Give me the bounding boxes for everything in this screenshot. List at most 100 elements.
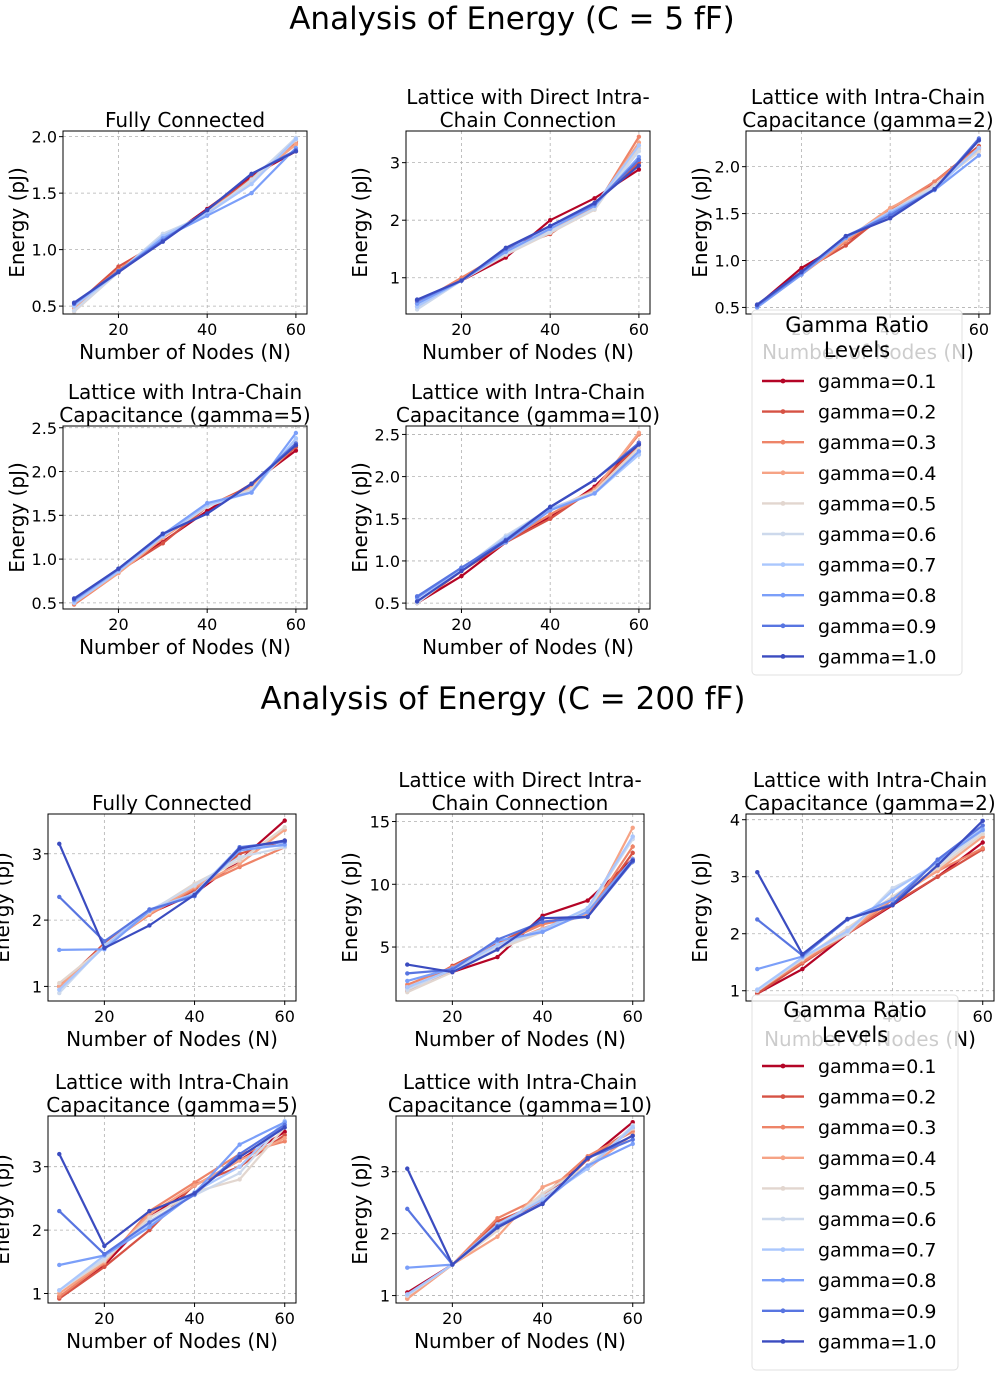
legend-box <box>751 994 959 1371</box>
data-point <box>630 1137 635 1142</box>
data-point <box>800 966 805 972</box>
data-point <box>405 971 410 976</box>
legend-marker <box>780 1063 786 1069</box>
x-tick-label: 60 <box>286 615 306 634</box>
data-point <box>57 1291 62 1296</box>
legend-entry-label: gamma=0.6 <box>818 524 937 546</box>
y-axis-label: Energy (pJ) <box>688 167 712 278</box>
data-point <box>755 987 760 992</box>
data-point <box>147 1220 152 1225</box>
legend-entry-label: gamma=0.8 <box>818 585 937 607</box>
legend-marker <box>780 562 786 567</box>
data-point <box>636 163 642 168</box>
y-tick-label: 1 <box>390 269 400 288</box>
data-point <box>282 838 287 843</box>
series-line-gamma-8 <box>407 858 634 982</box>
data-point <box>630 1119 635 1125</box>
legend-entry-label: gamma=0.4 <box>818 463 937 485</box>
data-point <box>249 481 254 486</box>
x-tick-label: 20 <box>442 1007 462 1026</box>
series-line-gamma-3 <box>756 847 984 992</box>
data-point <box>160 531 166 536</box>
data-point <box>592 200 597 206</box>
x-tick-label: 20 <box>108 320 128 339</box>
data-point <box>630 834 635 839</box>
data-point <box>636 449 642 454</box>
legend-title: Levels <box>824 338 890 362</box>
y-tick-label: 0.5 <box>32 594 57 613</box>
y-tick-label: 1.5 <box>715 205 740 224</box>
panel-3: 20 40 60 0.5 1.0 1.5 2.0 2.5 Number of Nodes (N)… <box>5 380 311 659</box>
y-tick-label: 1 <box>730 982 740 1001</box>
series-line-gamma-10 <box>407 859 634 974</box>
legend-title: Gamma Ratio <box>785 313 929 337</box>
data-point <box>249 181 254 187</box>
data-point <box>495 942 500 947</box>
data-point <box>800 952 805 957</box>
series-line-gamma-9 <box>416 159 640 302</box>
legend-box <box>751 309 963 676</box>
data-point <box>450 1262 455 1267</box>
y-tick-label: 4 <box>730 811 740 830</box>
y-tick-label: 5 <box>380 938 390 957</box>
legend-marker <box>780 531 786 537</box>
data-point <box>890 897 895 902</box>
panel-title: Capacitance (gamma=2) <box>742 108 993 132</box>
data-point <box>547 508 553 513</box>
data-point <box>293 142 299 147</box>
y-tick-label: 1.5 <box>375 510 400 529</box>
series-line-gamma-5 <box>406 836 634 994</box>
data-point <box>540 1185 545 1190</box>
data-point <box>57 841 62 847</box>
data-point <box>147 1215 152 1220</box>
data-point <box>630 1133 635 1139</box>
y-axis-label: Energy (pJ) <box>0 1154 14 1265</box>
data-point <box>237 864 242 870</box>
x-tick-label: 40 <box>184 1007 204 1026</box>
x-tick-label: 40 <box>532 1309 552 1328</box>
panel-title: Capacitance (gamma=10) <box>388 1093 652 1117</box>
x-axis-label: Number of Nodes (N) <box>79 635 291 659</box>
data-point <box>57 1262 62 1268</box>
series-line-gamma-9 <box>416 442 640 598</box>
data-point <box>459 573 464 579</box>
data-point <box>192 1191 197 1196</box>
y-tick-label: 1.0 <box>32 550 57 569</box>
data-point <box>57 947 62 953</box>
legend-marker <box>780 1277 786 1283</box>
data-point <box>547 223 553 229</box>
data-point <box>282 1125 287 1130</box>
y-axis-label: Energy (pJ) <box>348 462 372 573</box>
panel-title: Lattice with Intra-Chain <box>751 85 985 109</box>
data-point <box>405 984 410 990</box>
data-point <box>57 1294 62 1299</box>
data-point <box>249 190 254 196</box>
x-axis-label: Number of Nodes (N) <box>422 340 634 364</box>
data-point <box>204 511 210 516</box>
data-point <box>147 923 152 928</box>
series-line-gamma-10 <box>73 444 297 600</box>
data-point <box>636 430 642 435</box>
legend-entry-label: gamma=0.5 <box>818 493 937 515</box>
data-point <box>503 538 509 543</box>
data-point <box>547 516 553 521</box>
legend-entry-label: gamma=0.5 <box>818 1178 937 1200</box>
data-point <box>293 149 299 154</box>
panel-title: Lattice with Intra-Chain <box>753 768 987 792</box>
data-point <box>935 857 940 862</box>
data-point <box>843 233 849 239</box>
series-line-gamma-6 <box>406 838 634 991</box>
series-line-gamma-10 <box>406 1134 634 1266</box>
series-line-gamma-10 <box>58 1126 286 1248</box>
legend-entry-label: gamma=0.3 <box>818 432 937 454</box>
legend-marker <box>780 1186 786 1191</box>
series-line-gamma-10 <box>756 820 984 956</box>
panel-5: 20 40 60 1 2 3 Number of Nodes (N) Energy (pJ) F… <box>0 791 297 1051</box>
data-point <box>976 145 982 151</box>
data-point <box>192 1180 197 1185</box>
data-point <box>282 1135 287 1141</box>
y-tick-label: 3 <box>380 1163 390 1182</box>
data-point <box>980 846 985 851</box>
